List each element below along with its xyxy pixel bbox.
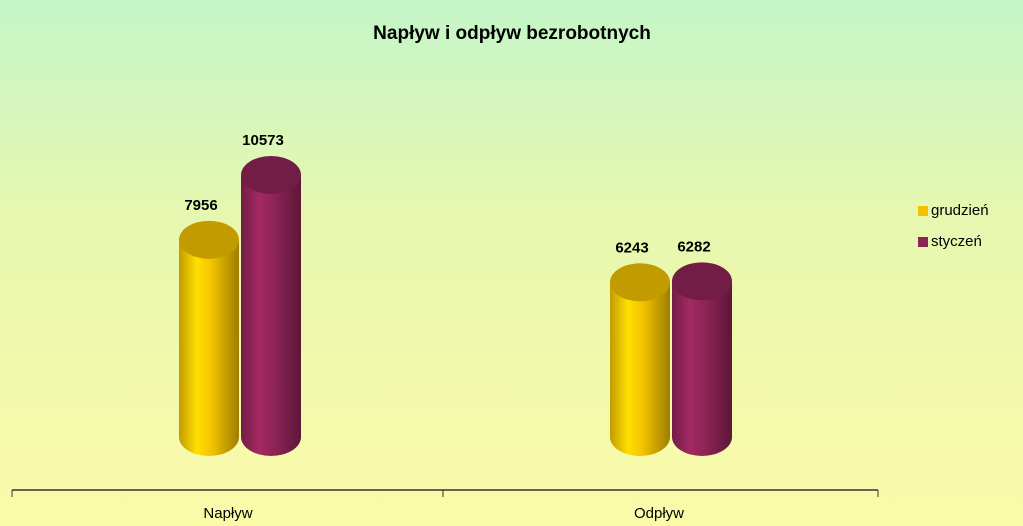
cylinder: [241, 175, 301, 456]
x-tick-label: Odpływ: [634, 505, 684, 522]
cylinder-top: [179, 220, 239, 259]
legend-label: styczeń: [931, 233, 982, 250]
cylinder: [610, 282, 670, 456]
data-label: 6282: [677, 238, 710, 255]
cylinder: [672, 281, 732, 456]
cylinder-top: [672, 262, 732, 301]
legend-swatch: [918, 206, 928, 216]
cylinder-top: [610, 263, 670, 302]
cylinder: [179, 239, 239, 456]
data-label: 6243: [615, 239, 648, 256]
data-label: 10573: [242, 132, 284, 149]
cylinder-top: [241, 156, 301, 194]
chart-title: Napływ i odpływ bezrobotnych: [373, 23, 651, 44]
legend-label: grudzień: [931, 202, 989, 219]
x-tick-label: Napływ: [203, 505, 252, 522]
legend-swatch: [918, 237, 928, 247]
data-label: 7956: [184, 197, 217, 214]
